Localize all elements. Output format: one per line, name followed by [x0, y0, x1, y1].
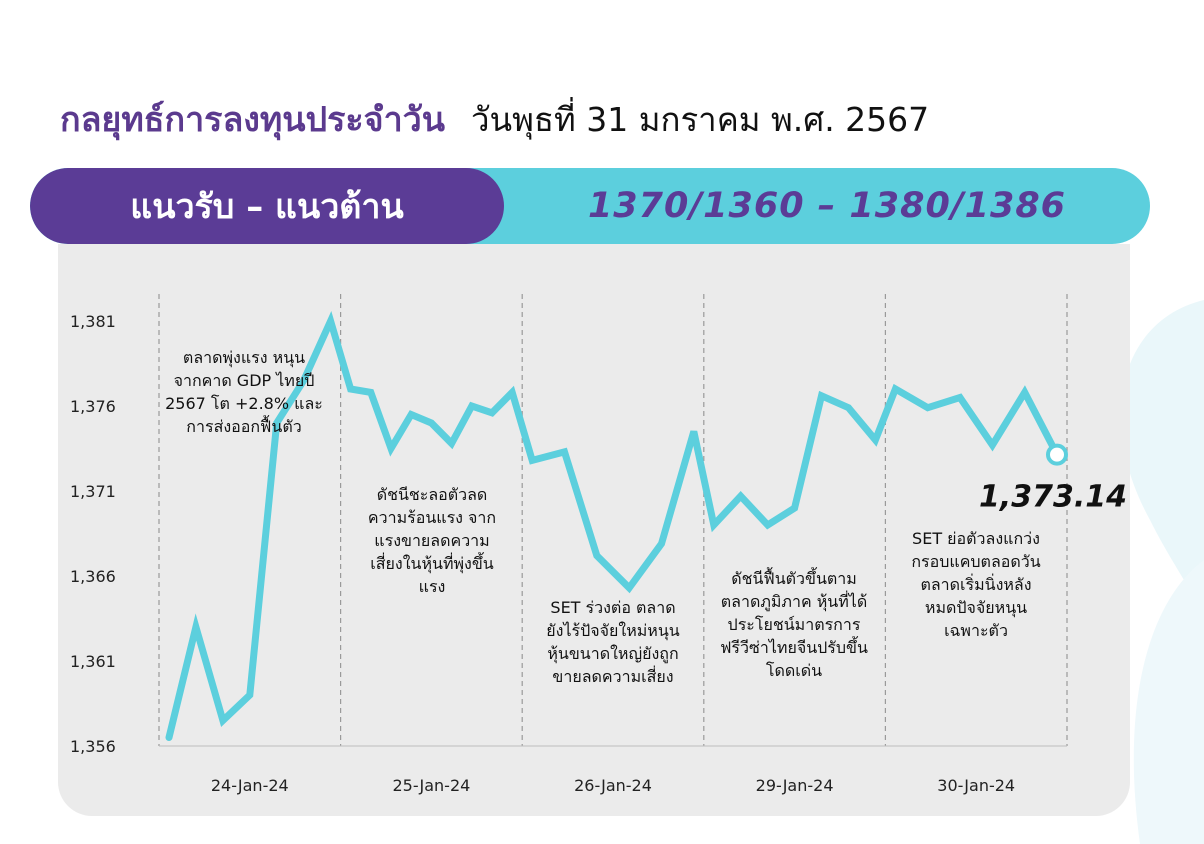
annotation-text: ฟรีวีซ่าไทยจีนปรับขึ้น	[720, 636, 868, 657]
annotation-text: ขายลดความเสี่ยง	[552, 665, 673, 686]
annotation-text: แรง	[419, 577, 446, 596]
annotation-text: ประโยชน์มาตรการ	[728, 615, 861, 634]
y-tick-label: 1,361	[70, 652, 116, 671]
annotation-text: SET ร่วงต่อ ตลาด	[550, 598, 675, 617]
last-point-marker	[1046, 443, 1068, 466]
annotation-text: ตลาดพุ่งแรง หนุน	[183, 348, 305, 368]
support-resistance-label-box: แนวรับ – แนวต้าน	[30, 168, 504, 244]
header: กลยุทธ์การลงทุนประจำวัน วันพุธที่ 31 มกร…	[60, 92, 929, 152]
support-resistance-banner: แนวรับ – แนวต้าน 1370/1360 – 1380/1386	[30, 168, 1150, 244]
annotation-text: ตลาดเริ่มนิ่งหลัง	[920, 573, 1031, 594]
annotation-text: กรอบแคบตลอดวัน	[911, 552, 1040, 571]
annotation-text: ตลาดภูมิภาค หุ้นที่ได้	[721, 590, 867, 612]
annotation-text: การส่งออกฟื้นตัว	[186, 415, 301, 436]
annotation-text: โดดเด่น	[766, 661, 822, 680]
set-index-chart: 1,356 1,361 1,366 1,371 1,376 1,381 24-Jan-24 2…	[70, 294, 1127, 795]
y-tick-label: 1,366	[70, 567, 116, 586]
x-tick-label: 25-Jan-24	[392, 776, 470, 795]
annotation-text: หุ้นขนาดใหญ่ยังถูก	[547, 644, 678, 664]
x-tick-label: 24-Jan-24	[211, 776, 289, 795]
annotation-text: แรงขายลดความ	[374, 531, 489, 550]
support-resistance-label: แนวรับ – แนวต้าน	[130, 187, 404, 227]
last-value-label: 1,373.14	[979, 480, 1127, 515]
y-tick-label: 1,376	[70, 397, 116, 416]
annotation-text: ดัชนีฟื้นตัวขึ้นตาม	[731, 567, 857, 588]
y-tick-label: 1,356	[70, 737, 116, 756]
annotation-text: SET ย่อตัวลงแกว่ง	[912, 529, 1040, 548]
chart-panel: 1,356 1,361 1,366 1,371 1,376 1,381 24-Jan-24 2…	[58, 244, 1130, 816]
x-tick-label: 29-Jan-24	[756, 776, 834, 795]
annotation-text: ความร้อนแรง จาก	[368, 508, 496, 527]
y-tick-label: 1,371	[70, 482, 116, 501]
x-tick-label: 30-Jan-24	[937, 776, 1015, 795]
y-tick-label: 1,381	[70, 312, 116, 331]
x-tick-label: 26-Jan-24	[574, 776, 652, 795]
support-resistance-value-box: 1370/1360 – 1380/1386	[504, 168, 1150, 244]
annotation-text: เสี่ยงในหุ้นที่พุ่งขึ้น	[370, 552, 494, 574]
page-title: กลยุทธ์การลงทุนประจำวัน	[60, 100, 445, 140]
annotation-text: 2567 โต +2.8% และ	[165, 394, 323, 413]
annotation-text: ยังไร้ปัจจัยใหม่หนุน	[546, 621, 680, 641]
annotation-text: ดัชนีชะลอตัวลด	[377, 485, 488, 504]
annotation-text: จากคาด GDP ไทยปี	[174, 371, 315, 390]
annotation-text: หมดปัจจัยหนุน	[925, 598, 1027, 618]
annotation-text: เฉพาะตัว	[944, 621, 1008, 640]
page-date: วันพุธที่ 31 มกราคม พ.ศ. 2567	[471, 100, 930, 139]
support-resistance-value: 1370/1360 – 1380/1386	[587, 186, 1067, 226]
index-line	[165, 310, 1061, 741]
